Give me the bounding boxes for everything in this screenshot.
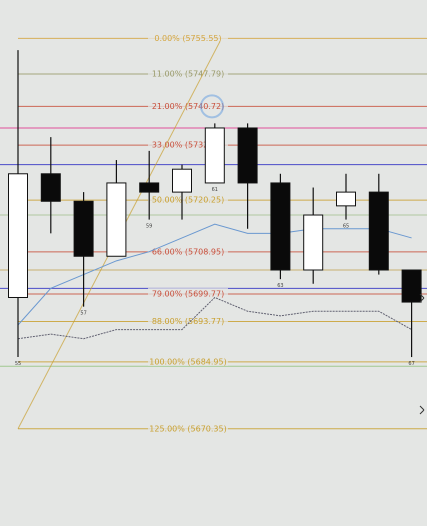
fib-label-bg-0 [148,32,228,43]
fib-label-9: 125.00% (5670.35) [149,424,226,433]
bar-label-10: 65 [343,224,349,230]
fib-label-bg-2 [148,100,228,111]
candle-body-3 [106,182,127,257]
moving-average-gray [17,296,412,340]
fib-label-bg-8 [148,355,228,366]
candle-body-7 [237,127,258,184]
fib-label-5: 66.00% (5708.95) [152,247,224,256]
fibonacci-levels-group: 0.00% (5755.55) 11.00% (5747.79) 21.00% (5… [18,32,427,433]
candle-body-12 [401,269,422,303]
fib-label-bg-7 [148,315,228,326]
bar-label-0: 55 [15,361,21,367]
right-edge-marker-upper [419,293,425,303]
fib-label-2: 21.00% (5740.72) [152,102,224,111]
right-edge-marker-lower [419,405,425,415]
candles-group [8,50,422,358]
fib-label-7: 88.00% (5693.77) [152,317,224,326]
candle-body-9 [303,214,324,271]
fib-label-4: 50.00% (5720.25) [152,196,224,205]
fib-label-bg-1 [148,67,228,78]
bar-label-4: 59 [146,224,152,230]
fib-label-bg-3 [148,139,228,150]
fib-label-0: 0.00% (5755.55) [154,34,221,43]
bar-label-2: 57 [80,311,86,317]
annotations-group [200,94,425,415]
candle-body-11 [368,191,389,271]
fib-label-3: 33.00% (5732.25) [152,141,224,150]
fib-label-6: 79.00% (5699.77) [152,289,224,298]
fib-label-1: 11.00% (5747.79) [152,69,224,78]
fib-label-bg-6 [148,287,228,298]
candle-body-8 [270,182,291,271]
fib-label-bg-9 [148,422,228,433]
fib-label-bg-4 [148,194,228,205]
fib-label-8: 100.00% (5684.95) [149,357,226,366]
candle-body-5 [172,168,192,193]
highlight-circle [200,94,224,119]
candle-body-4 [139,182,160,193]
fib-label-bg-5 [148,245,228,256]
bar-label-12: 67 [408,361,414,367]
candle-body-10 [336,191,356,207]
candle-body-0 [8,173,28,298]
candle-body-6 [204,127,225,184]
bar-labels-group: 55 57 59 61 63 65 67 [15,187,415,367]
candle-body-1 [40,173,61,202]
bar-label-6: 61 [212,187,218,193]
bar-label-8: 63 [277,283,283,289]
candle-body-2 [73,200,94,257]
